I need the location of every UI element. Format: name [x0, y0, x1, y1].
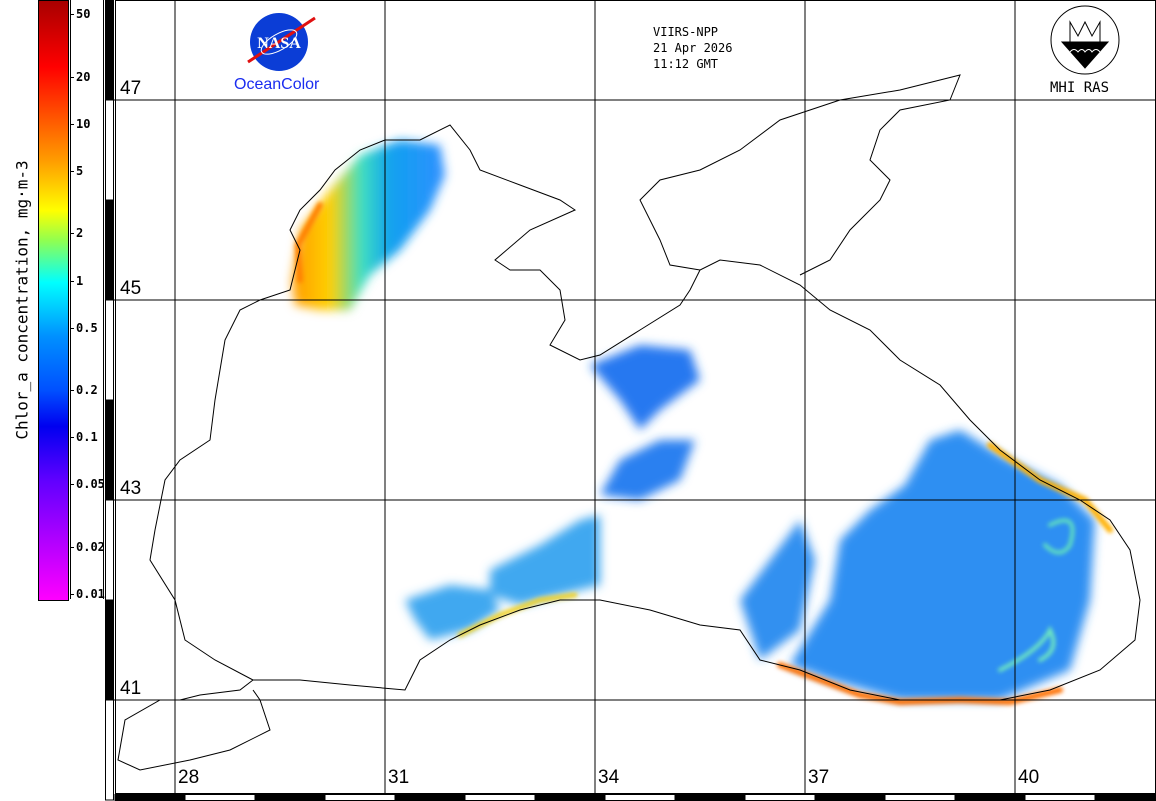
lon-scale-segment	[954, 794, 1026, 801]
colorbar	[38, 0, 69, 601]
scale-bars	[105, 0, 1156, 801]
lat-scale-segment	[105, 0, 114, 101]
lat-scale-segment	[105, 599, 114, 701]
lon-scale-segment	[1094, 794, 1156, 801]
colorbar-tick-label: 0.02	[76, 539, 105, 554]
colorbar-tick: 0.02	[70, 539, 105, 554]
colorbar-tick: 2	[69, 226, 84, 241]
colorbar-tick-label: 20	[76, 69, 91, 84]
colorbar-tick: 0.5	[70, 320, 98, 335]
mhi-ras-logo-text: MHI RAS	[1050, 80, 1110, 96]
lon-scale-segment	[184, 794, 256, 801]
acquisition-time: 11:12 GMT	[653, 57, 719, 71]
lon-scale-segment	[604, 794, 676, 801]
colorbar-tick-label: 0.01	[76, 587, 105, 601]
colorbar-tick: 5	[69, 164, 84, 179]
lon-scale-segment	[324, 794, 396, 801]
svg-text:NASA: NASA	[257, 35, 301, 52]
colorbar-tick: 0.05	[70, 477, 105, 492]
colorbar-tick: 10	[69, 116, 91, 131]
colorbar-tick-label: 0.5	[76, 320, 98, 335]
lon-scale-segment	[114, 794, 186, 801]
oceancolor-logo-text: OceanColor	[234, 76, 320, 93]
lon-scale-segment	[814, 794, 886, 801]
lat-label-45: 45	[120, 278, 142, 299]
lat-label-41: 41	[120, 678, 142, 699]
colorbar-tick: 0.2	[70, 383, 98, 398]
lat-scale-segment	[105, 499, 114, 601]
colorbar-tick-label: 5	[76, 164, 84, 179]
lat-scale-segment	[105, 99, 114, 201]
lat-label-47: 47	[120, 78, 142, 99]
lon-scale-segment	[884, 794, 956, 801]
lat-scale-segment	[105, 699, 114, 801]
lon-scale-segment	[534, 794, 606, 801]
lon-scale-segment	[1024, 794, 1096, 801]
graticule	[105, 0, 1156, 793]
lon-scale-segment	[254, 794, 326, 801]
nasa-logo: NASA	[247, 13, 316, 71]
colorbar-tick-label: 10	[76, 116, 91, 131]
colorbar-tick: 0.01	[70, 587, 105, 601]
lat-scale-segment	[105, 399, 114, 501]
chlorophyll-patches	[292, 140, 1095, 700]
lat-scale-segment	[105, 199, 114, 301]
colorbar-tick-label: 0.05	[76, 477, 105, 492]
lon-label-34: 34	[598, 767, 620, 788]
lon-scale-segment	[464, 794, 536, 801]
lon-label-40: 40	[1018, 767, 1040, 788]
lon-scale-segment	[674, 794, 746, 801]
lat-label-43: 43	[120, 478, 142, 499]
colorbar-tick-label: 0.2	[76, 383, 98, 398]
colorbar-tick-frame	[70, 0, 104, 599]
lon-label-28: 28	[178, 767, 200, 788]
colorbar-tick-label: 50	[76, 7, 91, 22]
lon-scale-segment	[394, 794, 466, 801]
colorbar-tick: 0.1	[70, 430, 98, 445]
mhi-ras-logo	[1050, 5, 1120, 75]
colorbar-tick-label: 1	[76, 273, 84, 288]
colorbar-tick: 20	[69, 69, 91, 84]
acquisition-date: 21 Apr 2026	[653, 41, 733, 55]
lon-scale-segment	[744, 794, 816, 801]
lat-scale-segment	[105, 299, 114, 401]
acquisition-info: VIIRS-NPP 21 Apr 2026 11:12 GMT	[653, 24, 732, 72]
colorbar-tick: 1	[69, 273, 84, 288]
coastline	[117, 74, 1141, 771]
sensor-name: VIIRS-NPP	[653, 25, 719, 39]
lon-label-31: 31	[388, 767, 410, 788]
colorbar-tick: 50	[69, 7, 91, 22]
lon-label-37: 37	[808, 767, 830, 788]
colorbar-tick-label: 2	[76, 226, 84, 241]
colorbar-tick-label: 0.1	[76, 430, 98, 445]
